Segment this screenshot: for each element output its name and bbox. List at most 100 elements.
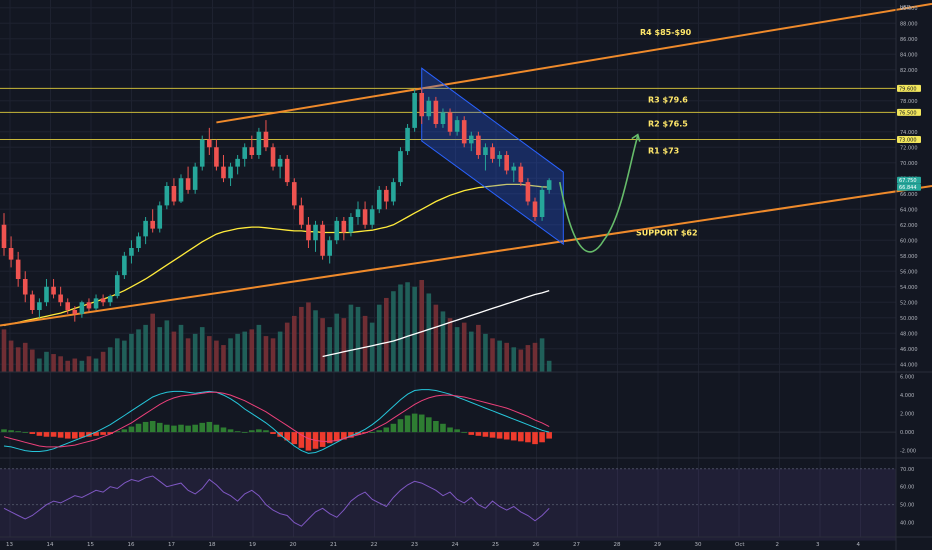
- macd-histogram-bar: [1, 429, 7, 433]
- volume-bar: [546, 360, 552, 372]
- volume-bar: [284, 322, 290, 372]
- volume-bar: [86, 356, 92, 372]
- macd-histogram-bar: [22, 432, 29, 433]
- price-badge-label: 66.844: [899, 185, 917, 191]
- macd-line: [3, 389, 550, 454]
- volume-bar: [327, 327, 332, 372]
- macd-histogram-bar: [284, 432, 290, 441]
- date-tick-label: 15: [87, 542, 94, 548]
- volume-bar: [185, 338, 191, 372]
- volume-bar: [476, 324, 481, 372]
- candle-body: [37, 302, 42, 310]
- level-label: R2 $76.5: [648, 119, 688, 128]
- date-tick-label: 14: [47, 542, 54, 548]
- volume-bar: [539, 338, 545, 372]
- candle-body: [270, 147, 276, 167]
- level-label: R3 $79.6: [648, 95, 688, 104]
- macd-histogram-bar: [433, 421, 439, 433]
- candle-body: [164, 186, 170, 206]
- level-label: R1 $73: [648, 146, 679, 155]
- volume-bar: [299, 306, 304, 372]
- date-tick-label: 18: [209, 542, 216, 548]
- candle-body: [532, 201, 538, 217]
- volume-bar: [242, 331, 248, 372]
- macd-histogram-bar: [539, 432, 545, 443]
- candle-body: [157, 205, 163, 229]
- macd-histogram-bar: [369, 432, 375, 433]
- macd-histogram-bar: [390, 423, 397, 433]
- volume-bar: [369, 322, 375, 372]
- upper-trendline: [216, 2, 932, 124]
- candle-body: [412, 93, 417, 128]
- candle-body: [490, 147, 495, 159]
- macd-pane: [0, 389, 896, 454]
- candle-body: [15, 259, 21, 279]
- signal-line: [3, 391, 550, 448]
- candle-body: [93, 298, 99, 309]
- candle-body: [539, 189, 545, 217]
- candle-body: [79, 302, 85, 314]
- macd-histogram-bar: [36, 432, 43, 436]
- macd-histogram-bar: [57, 432, 64, 438]
- price-badge: [897, 183, 921, 191]
- price-tick-label: 44.000: [900, 362, 918, 368]
- macd-histogram-bar: [461, 432, 467, 433]
- candle-body: [461, 120, 467, 144]
- price-tick-label: 58.000: [900, 254, 918, 260]
- grid-lines: [0, 0, 896, 537]
- price-badge: [897, 108, 921, 116]
- price-axis[interactable]: 90.000 88.000 86.000 84.000 82.000 78.000 74.0…: [897, 5, 921, 527]
- candle-body: [51, 286, 56, 295]
- candle-body: [369, 209, 375, 225]
- volume-bar: [277, 331, 283, 372]
- volume-bar: [107, 347, 113, 372]
- date-axis[interactable]: 13 14 15 16 17 18 19 20 21 22 23 24 25 26 27 28 29 30 Oct 2…: [6, 542, 861, 548]
- macd-histogram-bar: [43, 432, 50, 437]
- candle-body: [199, 139, 205, 167]
- date-tick-label: 27: [573, 542, 580, 548]
- price-tick-label: 70.000: [900, 161, 918, 167]
- macd-histogram-bar: [426, 417, 432, 433]
- date-tick-label: 13: [6, 542, 13, 548]
- volume-bar: [30, 349, 35, 372]
- volume-bar: [72, 358, 78, 372]
- rsi-line: [3, 475, 550, 527]
- macd-histogram-bar: [411, 413, 418, 433]
- macd-histogram-bar: [319, 432, 326, 447]
- candle-body: [447, 112, 453, 132]
- date-tick-label: 22: [371, 542, 378, 548]
- volume-bar: [207, 336, 212, 372]
- volume-bar: [355, 306, 361, 372]
- candle-body: [334, 220, 340, 241]
- volume-bar: [114, 338, 120, 372]
- price-badge: [897, 176, 921, 184]
- candle-body: [100, 298, 106, 303]
- candle-body: [249, 147, 255, 155]
- candle-body: [228, 166, 233, 179]
- macd-histogram-bar: [114, 431, 121, 433]
- macd-tick-label: 4.000: [900, 393, 914, 399]
- candle-body: [384, 189, 389, 202]
- candle-body: [65, 302, 71, 310]
- macd-histogram-bar: [149, 421, 156, 433]
- macd-histogram-bar: [397, 419, 404, 433]
- macd-histogram-bar: [532, 432, 538, 445]
- price-badge: [897, 136, 921, 143]
- volume-bar: [136, 329, 141, 372]
- candle-body: [72, 310, 78, 314]
- projection-arrowhead: [631, 133, 641, 142]
- macd-tick-label: 0.000: [900, 430, 914, 436]
- date-tick-label: Oct: [735, 542, 745, 548]
- price-tick-label: 66.000: [900, 192, 918, 198]
- macd-histogram-bar: [241, 432, 248, 433]
- candle-body: [171, 186, 177, 202]
- volume-bar: [391, 291, 396, 372]
- volume-bar: [447, 318, 453, 372]
- candle-body: [122, 255, 127, 276]
- macd-histogram-bar: [525, 432, 531, 443]
- macd-histogram-bar: [206, 421, 213, 433]
- price-tick-label: 90.000: [900, 6, 918, 12]
- date-tick-label: 21: [330, 542, 337, 548]
- macd-histogram-bar: [546, 432, 552, 439]
